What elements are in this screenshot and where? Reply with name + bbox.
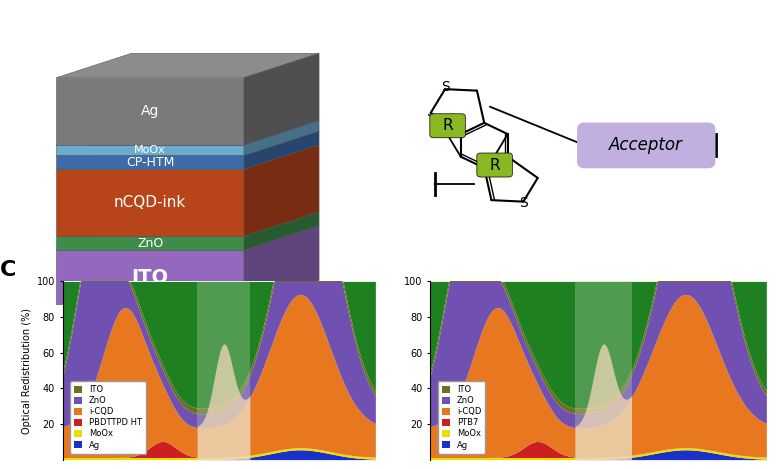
Polygon shape — [56, 121, 319, 145]
Text: ZnO: ZnO — [137, 237, 163, 250]
Text: Ag: Ag — [141, 104, 160, 118]
Polygon shape — [244, 53, 319, 145]
Polygon shape — [56, 53, 319, 78]
FancyBboxPatch shape — [430, 114, 465, 138]
Polygon shape — [244, 145, 319, 236]
Text: CP-HTM: CP-HTM — [126, 156, 174, 169]
Polygon shape — [56, 78, 244, 145]
Legend: ITO, ZnO, i-CQD, PTB7, MoOx, Ag: ITO, ZnO, i-CQD, PTB7, MoOx, Ag — [438, 381, 486, 454]
Polygon shape — [56, 250, 244, 305]
Polygon shape — [56, 169, 244, 236]
Polygon shape — [56, 145, 244, 156]
Text: S: S — [441, 80, 450, 94]
Polygon shape — [56, 145, 319, 169]
Polygon shape — [56, 236, 244, 250]
Polygon shape — [56, 226, 319, 250]
Text: MoOx: MoOx — [135, 145, 166, 155]
Polygon shape — [56, 131, 319, 156]
Text: ITO: ITO — [131, 268, 169, 287]
Polygon shape — [244, 131, 319, 169]
FancyBboxPatch shape — [577, 122, 716, 168]
Polygon shape — [244, 212, 319, 250]
Polygon shape — [56, 156, 244, 169]
Text: Acceptor: Acceptor — [609, 136, 683, 154]
Text: C: C — [0, 260, 16, 280]
Polygon shape — [56, 212, 319, 236]
Text: R: R — [443, 118, 453, 133]
Polygon shape — [244, 121, 319, 156]
Text: S: S — [519, 197, 528, 211]
Y-axis label: Optical Redistribution (%): Optical Redistribution (%) — [23, 308, 32, 433]
FancyBboxPatch shape — [477, 153, 512, 177]
Polygon shape — [244, 226, 319, 305]
Text: R: R — [490, 158, 500, 173]
Legend: ITO, ZnO, i-CQD, PBDTTPD HT, MoOx, Ag: ITO, ZnO, i-CQD, PBDTTPD HT, MoOx, Ag — [70, 381, 146, 454]
Text: nCQD-ink: nCQD-ink — [114, 195, 186, 210]
